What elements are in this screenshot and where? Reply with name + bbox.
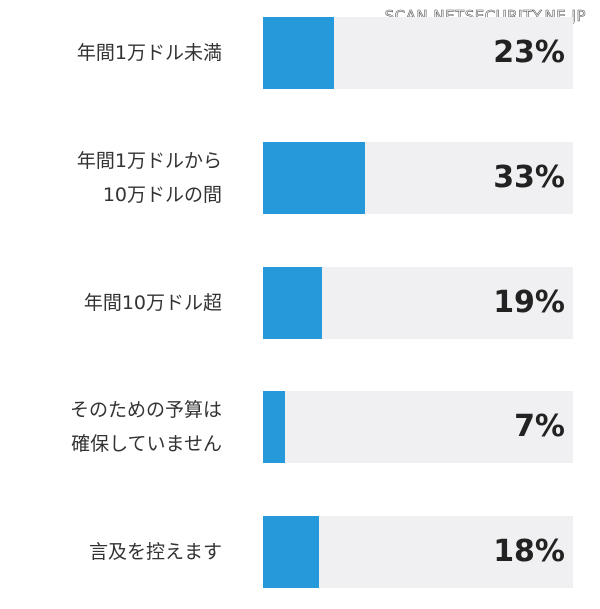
bar-track: 18% — [263, 516, 573, 588]
value-label: 18% — [493, 534, 565, 569]
value-label: 7% — [514, 409, 565, 444]
category-label-line: 10万ドルの間 — [102, 184, 222, 206]
category-label-line: 言及を控えます — [88, 541, 222, 563]
bar — [263, 142, 366, 214]
category-label: 年間1万ドル未満 — [0, 36, 222, 70]
value-label: 19% — [493, 285, 565, 320]
category-label-line: 年間1万ドル未満 — [76, 42, 222, 64]
bar — [263, 267, 322, 339]
bar — [263, 17, 335, 89]
category-label-line: そのための予算は — [69, 399, 222, 421]
category-label: 年間10万ドル超 — [0, 286, 222, 320]
category-label: そのための予算は 確保していません — [0, 393, 222, 461]
category-label-line: 年間10万ドル超 — [83, 292, 222, 314]
value-label: 33% — [493, 160, 565, 195]
category-label-line: 確保していません — [71, 433, 222, 455]
bar — [263, 391, 285, 463]
category-label: 言及を控えます — [0, 535, 222, 569]
value-label: 23% — [493, 35, 565, 70]
bar-track: 33% — [263, 142, 573, 214]
category-label: 年間1万ドルから 10万ドルの間 — [0, 144, 222, 212]
bar-track: 19% — [263, 267, 573, 339]
bar-track: 7% — [263, 391, 573, 463]
category-label-line: 年間1万ドルから — [76, 150, 222, 172]
bar — [263, 516, 319, 588]
bar-track: 23% — [263, 17, 573, 89]
